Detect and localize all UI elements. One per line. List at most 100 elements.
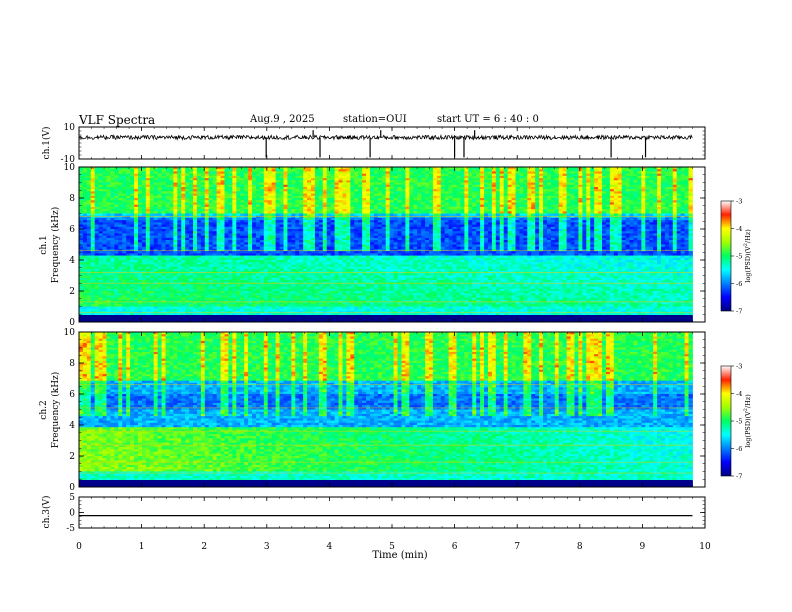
spectrogram-cell bbox=[252, 302, 257, 305]
spectrogram-cell bbox=[189, 306, 194, 310]
spectrogram-cell bbox=[275, 215, 280, 219]
spectrogram-cell bbox=[240, 257, 245, 261]
spectrogram-cell bbox=[299, 237, 304, 241]
spectrogram-cell bbox=[110, 260, 115, 263]
spectrogram-cell bbox=[94, 268, 100, 272]
spectrogram-cell bbox=[228, 193, 233, 197]
spectrogram-cell bbox=[177, 266, 182, 270]
spectrogram-cell bbox=[90, 310, 96, 314]
spectrogram-cell bbox=[283, 237, 288, 241]
spectrogram-cell bbox=[299, 193, 304, 197]
spectrogram-cell bbox=[169, 211, 174, 214]
spectrogram-cell bbox=[252, 275, 257, 279]
spectrogram-cell bbox=[102, 266, 107, 270]
spectrogram-cell bbox=[110, 231, 115, 234]
spectrogram-cell bbox=[267, 295, 273, 299]
spectrogram-cell bbox=[86, 284, 92, 287]
spectrogram-cell bbox=[204, 279, 210, 283]
spectrogram-cell bbox=[307, 244, 312, 248]
spectrogram-cell bbox=[122, 204, 127, 208]
spectrogram-cell bbox=[259, 180, 265, 183]
spectrogram-cell bbox=[82, 310, 88, 314]
spectrogram-cell bbox=[196, 169, 202, 172]
spectrogram-cell bbox=[334, 209, 339, 212]
spectrogram-cell bbox=[82, 242, 88, 245]
spectrogram-cell bbox=[141, 246, 147, 250]
spectrogram-cell bbox=[212, 178, 218, 181]
spectrogram-cell bbox=[307, 217, 312, 221]
spectrogram-cell bbox=[157, 204, 162, 208]
spectrogram-cell bbox=[307, 229, 312, 232]
spectrogram-cell bbox=[177, 286, 182, 290]
spectrogram-cell bbox=[106, 248, 111, 252]
spectrogram-cell bbox=[248, 277, 253, 281]
spectrogram-cell bbox=[318, 240, 324, 243]
spectrogram-cell bbox=[259, 171, 265, 175]
spectrogram-cell bbox=[90, 268, 96, 272]
spectrogram-cell bbox=[330, 262, 336, 265]
spectrogram-cell bbox=[216, 264, 221, 268]
spectrogram-cell bbox=[326, 215, 332, 219]
spectrogram-cell bbox=[220, 310, 225, 314]
spectrogram-cell bbox=[236, 264, 241, 268]
spectrogram-cell bbox=[134, 226, 139, 230]
spectrogram-cell bbox=[240, 291, 245, 294]
spectrogram-cell bbox=[334, 178, 339, 181]
spectrogram-cell bbox=[240, 268, 245, 272]
spectrogram-cell bbox=[322, 242, 328, 245]
spectrogram-cell bbox=[157, 299, 162, 303]
spectrogram-cell bbox=[106, 275, 111, 279]
spectrogram-cell bbox=[240, 224, 245, 228]
spectrogram-cell bbox=[137, 222, 143, 225]
spectrogram-cell bbox=[141, 189, 147, 192]
spectrogram-cell bbox=[189, 215, 194, 219]
spectrogram-cell bbox=[271, 242, 277, 245]
spectrogram-cell bbox=[228, 255, 233, 259]
spectrogram-cell bbox=[330, 264, 336, 268]
spectrogram-cell bbox=[220, 240, 225, 243]
spectrogram-cell bbox=[157, 255, 162, 259]
spectrogram-cell bbox=[295, 173, 300, 177]
spectrogram-cell bbox=[318, 200, 324, 203]
spectrogram-cell bbox=[134, 200, 139, 203]
spectrogram-cell bbox=[86, 237, 92, 241]
spectrogram-cell bbox=[149, 224, 155, 228]
spectrogram-cell bbox=[98, 180, 103, 183]
spectrogram-cell bbox=[169, 175, 174, 179]
spectrogram-cell bbox=[157, 279, 162, 283]
spectrogram-cell bbox=[90, 260, 96, 263]
spectrogram-cell bbox=[102, 171, 107, 175]
spectrogram-cell bbox=[90, 277, 96, 281]
spectrogram-cell bbox=[255, 191, 261, 194]
spectrogram-cell bbox=[196, 262, 202, 265]
spectrogram-cell bbox=[137, 264, 143, 268]
spectrogram-cell bbox=[102, 213, 107, 217]
spectrogram-cell bbox=[244, 213, 249, 217]
spectrogram-cell bbox=[169, 186, 174, 190]
spectrogram-cell bbox=[330, 195, 336, 199]
spectrogram-cell bbox=[279, 193, 284, 197]
spectrogram-cell bbox=[303, 204, 308, 208]
spectrogram-cell bbox=[169, 291, 174, 294]
spectrogram-cell bbox=[252, 266, 257, 270]
spectrogram-cell bbox=[169, 222, 174, 225]
spectrogram-cell bbox=[165, 233, 170, 237]
spectrogram-cell bbox=[330, 224, 336, 228]
spectrogram-cell bbox=[137, 257, 143, 261]
spectrogram-cell bbox=[189, 260, 194, 263]
spectrogram-cell bbox=[153, 193, 159, 197]
spectrogram-cell bbox=[267, 213, 273, 217]
spectrogram-cell bbox=[79, 182, 84, 186]
spectrogram-cell bbox=[244, 233, 249, 237]
spectrogram-cell bbox=[240, 266, 245, 270]
spectrogram-cell bbox=[141, 222, 147, 225]
spectrogram-cell bbox=[228, 222, 233, 225]
spectrogram-cell bbox=[346, 273, 351, 276]
spectrogram-cell bbox=[90, 184, 96, 188]
spectrogram-cell bbox=[173, 222, 178, 225]
spectrogram-cell bbox=[307, 167, 312, 170]
spectrogram-cell bbox=[248, 202, 253, 206]
spectrogram-cell bbox=[252, 297, 257, 301]
spectrogram-cell bbox=[169, 242, 174, 245]
spectrogram-cell bbox=[193, 291, 198, 294]
